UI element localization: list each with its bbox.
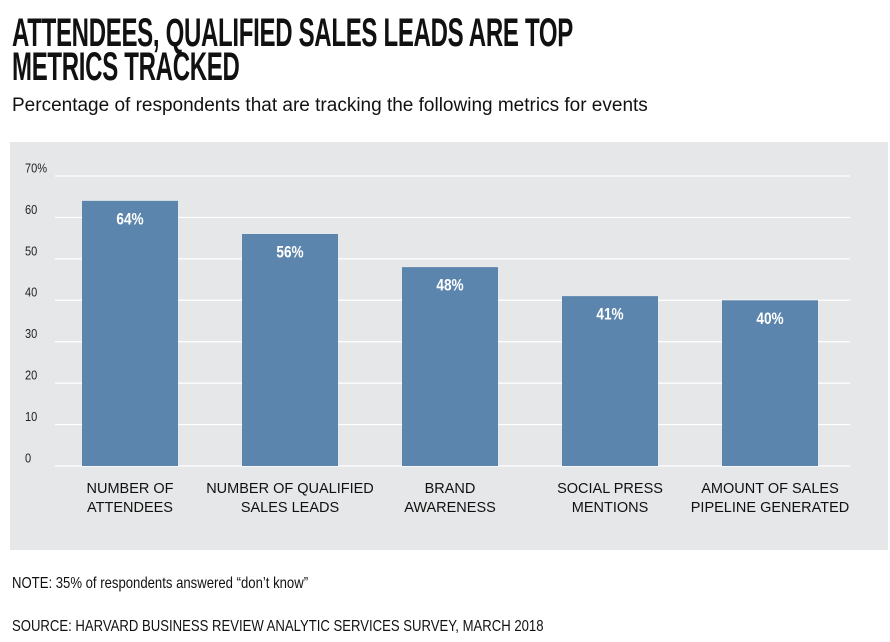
value-label: 40%	[756, 309, 783, 328]
y-tick-label: 20	[25, 368, 38, 383]
note: NOTE: 35% of respondents answered “don’t…	[12, 575, 309, 592]
bar	[562, 296, 658, 466]
bar	[722, 300, 818, 466]
y-tick-label: 70%	[25, 161, 47, 176]
x-tick-label: NUMBER OF QUALIFIED SALES LEADS	[206, 481, 374, 516]
y-tick-label: 60	[25, 202, 38, 217]
value-label: 56%	[276, 243, 303, 262]
x-tick-label: BRAND AWARENESS	[404, 481, 496, 516]
value-label: 41%	[596, 305, 623, 324]
y-tick-label: 10	[25, 409, 38, 424]
y-tick-label: 30	[25, 326, 38, 341]
y-tick-label: 40	[25, 285, 38, 300]
y-tick-label: 0	[25, 451, 31, 466]
chart-title: ATTENDEES, QUALIFIED SALES LEADS ARE TOP…	[12, 11, 573, 89]
y-tick-label: 50	[25, 243, 38, 258]
value-label: 48%	[436, 276, 463, 295]
x-tick-label: SOCIAL PRESS MENTIONS	[557, 481, 663, 516]
bar	[402, 267, 498, 466]
chart-subtitle: Percentage of respondents that are track…	[12, 95, 648, 116]
value-label: 64%	[116, 210, 143, 229]
bar	[242, 234, 338, 466]
x-tick-label: AMOUNT OF SALES PIPELINE GENERATED	[690, 481, 850, 516]
x-tick-label: NUMBER OF ATTENDEES	[86, 481, 174, 516]
source: SOURCE: HARVARD BUSINESS REVIEW ANALYTIC…	[12, 618, 544, 635]
bar	[82, 200, 178, 466]
